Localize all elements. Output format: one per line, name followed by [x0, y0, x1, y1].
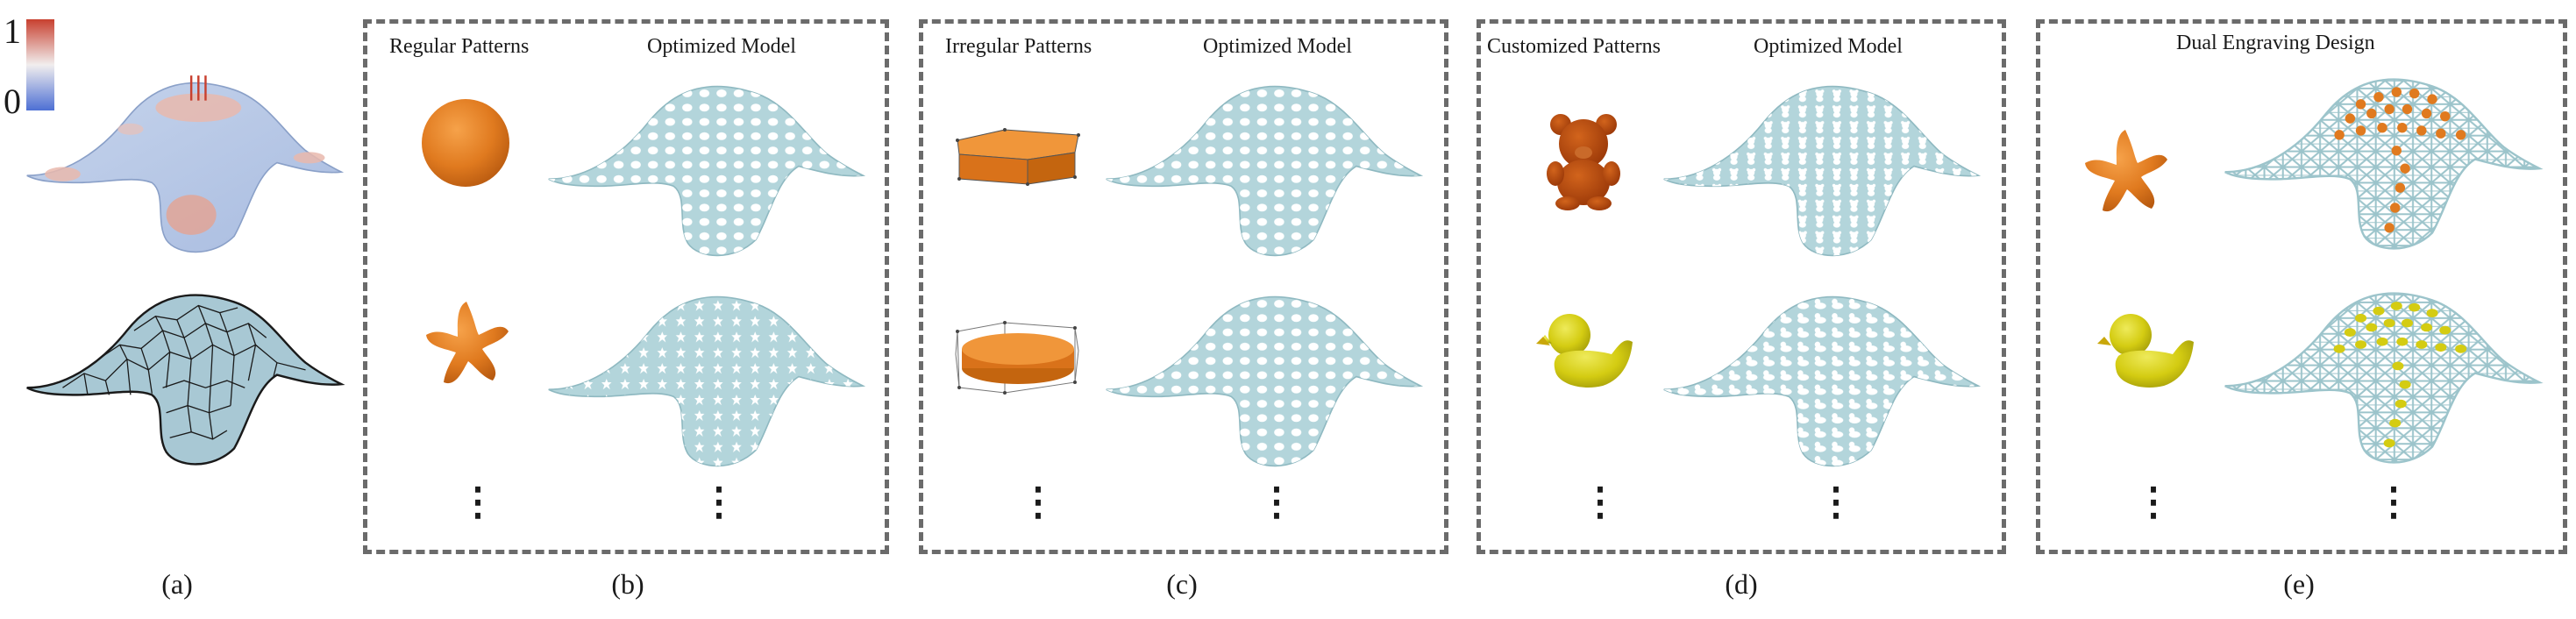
colorbar [26, 19, 54, 110]
panel-d-left-ellipsis: ⋮ [1581, 480, 1619, 523]
panel-b-frame [363, 19, 889, 554]
voronoi-segmented-shell [25, 294, 343, 466]
caption-a: (a) [161, 568, 193, 600]
panel-b-right-ellipsis: ⋮ [700, 480, 738, 523]
caption-d: (d) [1725, 568, 1758, 600]
panel-e-frame [2036, 19, 2567, 554]
colorbar-min-label: 0 [4, 82, 21, 121]
panel-d-right-header: Optimized Model [1754, 35, 1903, 58]
panel-c-right-ellipsis: ⋮ [1257, 480, 1296, 523]
box-icon [956, 128, 1080, 186]
optimized-shell-puck-holes [1105, 295, 1422, 467]
star-flower-icon-e [2085, 130, 2167, 212]
panel-b-left-header: Regular Patterns [389, 35, 530, 58]
panel-c-right-header: Optimized Model [1203, 35, 1352, 58]
duck-icon-e [2097, 314, 2194, 388]
dual-engraving-shell-flowers [2224, 78, 2541, 250]
stress-heatmap-shell [25, 75, 343, 253]
caption-b: (b) [611, 568, 644, 600]
panel-d-frame [1477, 19, 2006, 554]
puck-icon [955, 321, 1079, 395]
panel-c-left-header: Irregular Patterns [945, 35, 1092, 58]
optimized-shell-box-holes [1105, 85, 1422, 257]
optimized-shell-circle-holes [547, 85, 865, 257]
caption-c: (c) [1166, 568, 1198, 600]
optimized-shell-duck-holes [1662, 295, 1980, 467]
teddy-bear-icon [1547, 114, 1620, 210]
panel-b-left-ellipsis: ⋮ [459, 480, 497, 523]
duck-icon [1536, 314, 1633, 388]
colorbar-max-label: 1 [4, 11, 21, 51]
panel-e-right-ellipsis: ⋮ [2374, 480, 2413, 523]
optimized-shell-star-holes [547, 295, 865, 467]
dual-engraving-shell-ducks [2224, 292, 2541, 464]
optimized-shell-teddy-holes [1662, 85, 1980, 257]
panel-c-left-ellipsis: ⋮ [1019, 480, 1057, 523]
caption-e: (e) [2283, 568, 2315, 600]
panel-e-header: Dual Engraving Design [2176, 32, 2375, 54]
panel-c-frame [919, 19, 1448, 554]
panel-b-right-header: Optimized Model [647, 35, 796, 58]
star-flower-icon [426, 302, 509, 384]
panel-d-right-ellipsis: ⋮ [1817, 480, 1855, 523]
panel-d-left-header: Customized Patterns [1487, 35, 1661, 58]
circle-icon [422, 99, 509, 187]
load-arrows-icon [189, 75, 207, 101]
panel-e-left-ellipsis: ⋮ [2134, 480, 2173, 523]
